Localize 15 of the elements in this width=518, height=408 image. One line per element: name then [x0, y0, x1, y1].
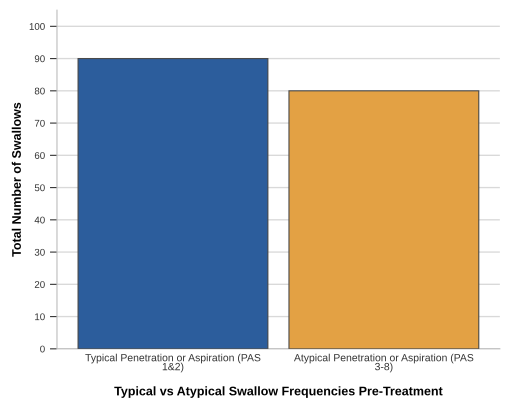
- y-tick-label: 0: [40, 346, 45, 352]
- y-tick-label: 50: [34, 184, 45, 192]
- x-axis-title: Typical vs Atypical Swallow Frequencies Pre-Treatment: [114, 386, 443, 398]
- x-tick-label: Typical Penetration or Aspiration (PAS 1&2): [85, 354, 260, 372]
- y-tick-label: 60: [34, 152, 45, 159]
- y-tick-label: 70: [34, 120, 45, 127]
- y-tick-label: 90: [34, 55, 45, 62]
- x-tick-label: Atypical Penetration or Aspiration (PAS 3-8): [294, 354, 474, 372]
- y-tick-label: 30: [34, 248, 45, 256]
- y-tick-label: 10: [35, 313, 45, 320]
- y-tick-label: 20: [34, 281, 45, 288]
- y-tick-label: 40: [34, 216, 45, 224]
- y-tick-label: 100: [30, 23, 45, 30]
- y-axis-title: Total Number of Swallows: [12, 102, 21, 257]
- y-tick-label: 80: [34, 88, 45, 94]
